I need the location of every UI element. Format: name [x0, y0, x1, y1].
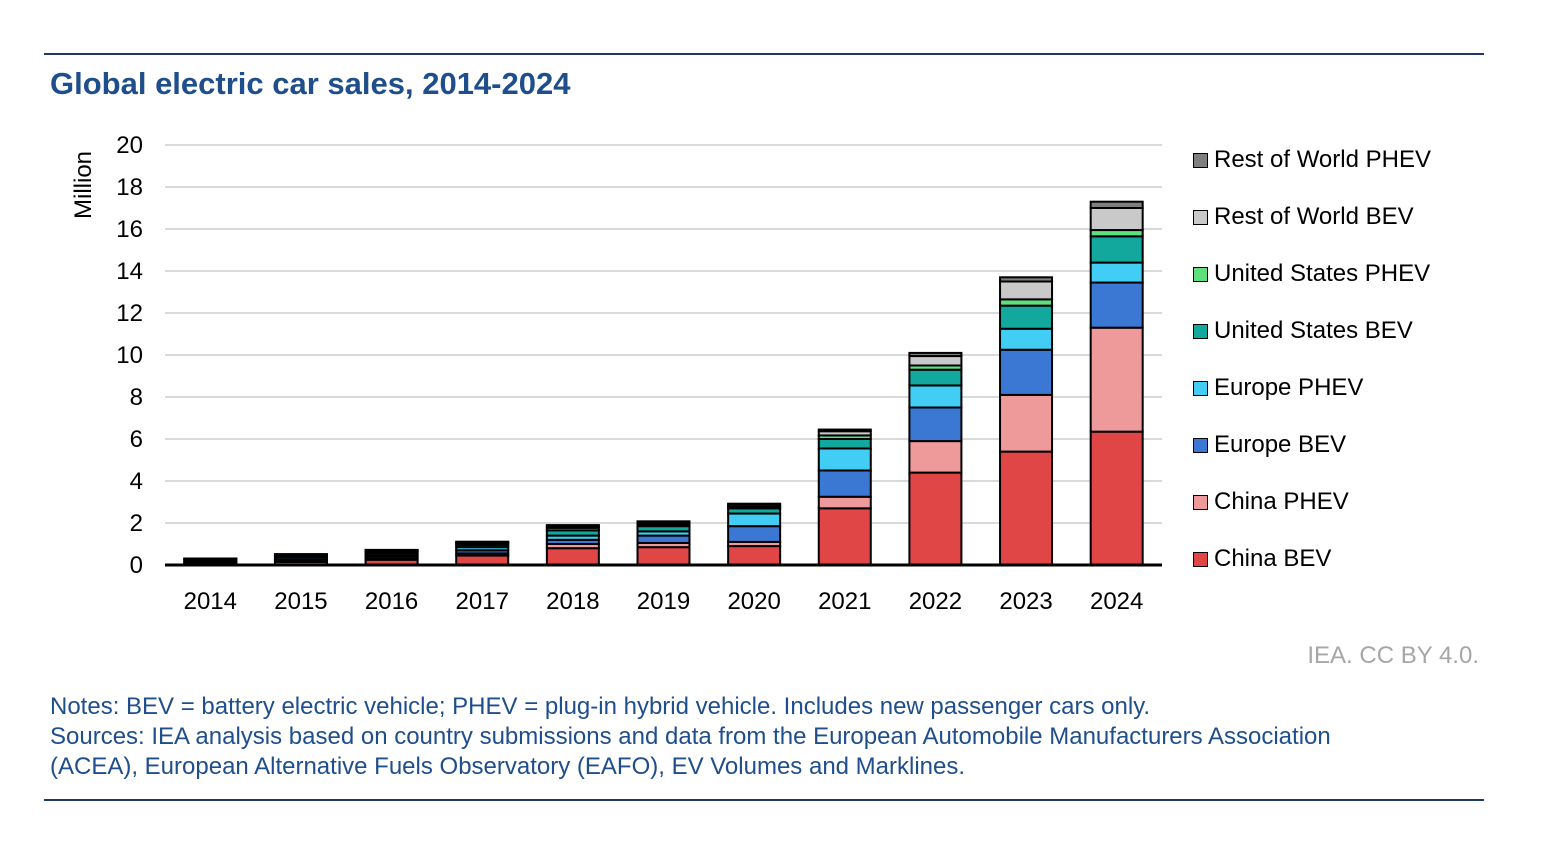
legend-label: United States PHEV	[1214, 260, 1431, 287]
y-tick-label: 18	[116, 174, 143, 201]
notes-block: Notes: BEV = battery electric vehicle; P…	[50, 692, 1480, 782]
bar-segment	[636, 520, 691, 524]
bar-segment	[727, 512, 782, 528]
y-tick-label: 12	[116, 300, 143, 327]
bar-segment	[727, 545, 782, 566]
legend-item: United States BEV	[1193, 316, 1413, 346]
x-tick-label: 2018	[546, 588, 599, 615]
bar-segment	[908, 406, 963, 443]
legend-swatch	[1193, 437, 1208, 453]
bar-segment	[1089, 430, 1144, 566]
y-tick-label: 6	[130, 426, 143, 453]
y-axis-label: Million	[70, 151, 97, 219]
legend-swatch	[1193, 209, 1208, 225]
y-tick-label: 8	[130, 384, 143, 411]
sources-line-continued: (ACEA), European Alternative Fuels Obser…	[50, 753, 966, 780]
bar-segment	[999, 327, 1054, 351]
legend-item: Rest of World PHEV	[1193, 145, 1431, 175]
bar-segment	[908, 440, 963, 474]
bar-segment	[1089, 207, 1144, 232]
bar-segment	[817, 438, 872, 450]
y-tick-label: 14	[116, 258, 143, 285]
bar-segment	[1089, 200, 1144, 209]
bar-segment	[817, 507, 872, 566]
legend-item: Europe BEV	[1193, 430, 1346, 460]
legend-item: United States PHEV	[1193, 259, 1430, 289]
bar-segment	[727, 525, 782, 543]
sources-line: Sources: IEA analysis based on country s…	[50, 723, 1331, 750]
chart-title: Global electric car sales, 2014-2024	[50, 66, 571, 101]
notes-line: Notes: BEV = battery electric vehicle; P…	[50, 693, 1151, 720]
bar-segment	[999, 450, 1054, 567]
bar-segment	[908, 384, 963, 409]
bar-segment	[999, 348, 1054, 396]
legend-swatch	[1193, 266, 1208, 282]
bar-segment	[817, 469, 872, 498]
legend-label: United States BEV	[1214, 317, 1413, 344]
legend-label: China PHEV	[1214, 488, 1349, 515]
x-tick-label: 2024	[1090, 588, 1143, 615]
bar-segment	[908, 355, 963, 367]
bar-segment	[1089, 235, 1144, 264]
legend-label: Europe PHEV	[1214, 374, 1364, 401]
bar-segment	[908, 351, 963, 358]
x-tick-label: 2020	[727, 588, 780, 615]
x-tick-label: 2022	[909, 588, 962, 615]
bar-segment	[1089, 261, 1144, 284]
legend-label: Rest of World PHEV	[1214, 146, 1431, 173]
legend-label: Rest of World BEV	[1214, 203, 1414, 230]
bar-segment	[636, 546, 691, 567]
x-tick-label: 2023	[999, 588, 1052, 615]
y-tick-label: 0	[130, 552, 143, 579]
bar-segment	[636, 534, 691, 544]
x-tick-label: 2014	[184, 588, 237, 615]
bar-segment	[999, 280, 1054, 301]
y-tick-label: 2	[130, 510, 143, 537]
top-rule	[44, 53, 1484, 55]
y-tick-label: 10	[116, 342, 143, 369]
bar-segment	[817, 428, 872, 433]
bar-segment	[817, 495, 872, 510]
legend-label: Europe BEV	[1214, 431, 1347, 458]
legend-swatch	[1193, 380, 1208, 396]
bar-segment	[999, 304, 1054, 330]
x-tick-label: 2016	[365, 588, 418, 615]
x-tick-label: 2015	[274, 588, 327, 615]
bottom-rule	[44, 799, 1484, 801]
x-tick-label: 2021	[818, 588, 871, 615]
legend-swatch	[1193, 551, 1208, 567]
legend-item: China PHEV	[1193, 487, 1349, 517]
legend-swatch	[1193, 152, 1208, 168]
bar-segment	[999, 393, 1054, 453]
bar-segment	[1089, 281, 1144, 329]
bar-segment	[1089, 326, 1144, 433]
bar-segment	[545, 524, 600, 528]
legend-item: Europe PHEV	[1193, 373, 1363, 403]
legend-item: Rest of World BEV	[1193, 202, 1414, 232]
bar-segment	[455, 540, 510, 544]
legend-swatch	[1193, 494, 1208, 510]
bar-segment	[999, 276, 1054, 283]
bar-segment	[727, 502, 782, 506]
legend-item: China BEV	[1193, 544, 1331, 574]
legend-label: China BEV	[1214, 545, 1332, 572]
legend-swatch	[1193, 323, 1208, 339]
y-tick-label: 4	[130, 468, 143, 495]
bar-segment	[908, 368, 963, 387]
bar-segment	[908, 471, 963, 567]
y-tick-label: 20	[116, 132, 143, 159]
bar-segment	[817, 447, 872, 472]
credit-line: IEA. CC BY 4.0.	[1307, 642, 1479, 669]
bar-segment	[545, 547, 600, 567]
x-tick-label: 2017	[456, 588, 509, 615]
y-tick-label: 16	[116, 216, 143, 243]
x-tick-label: 2019	[637, 588, 690, 615]
